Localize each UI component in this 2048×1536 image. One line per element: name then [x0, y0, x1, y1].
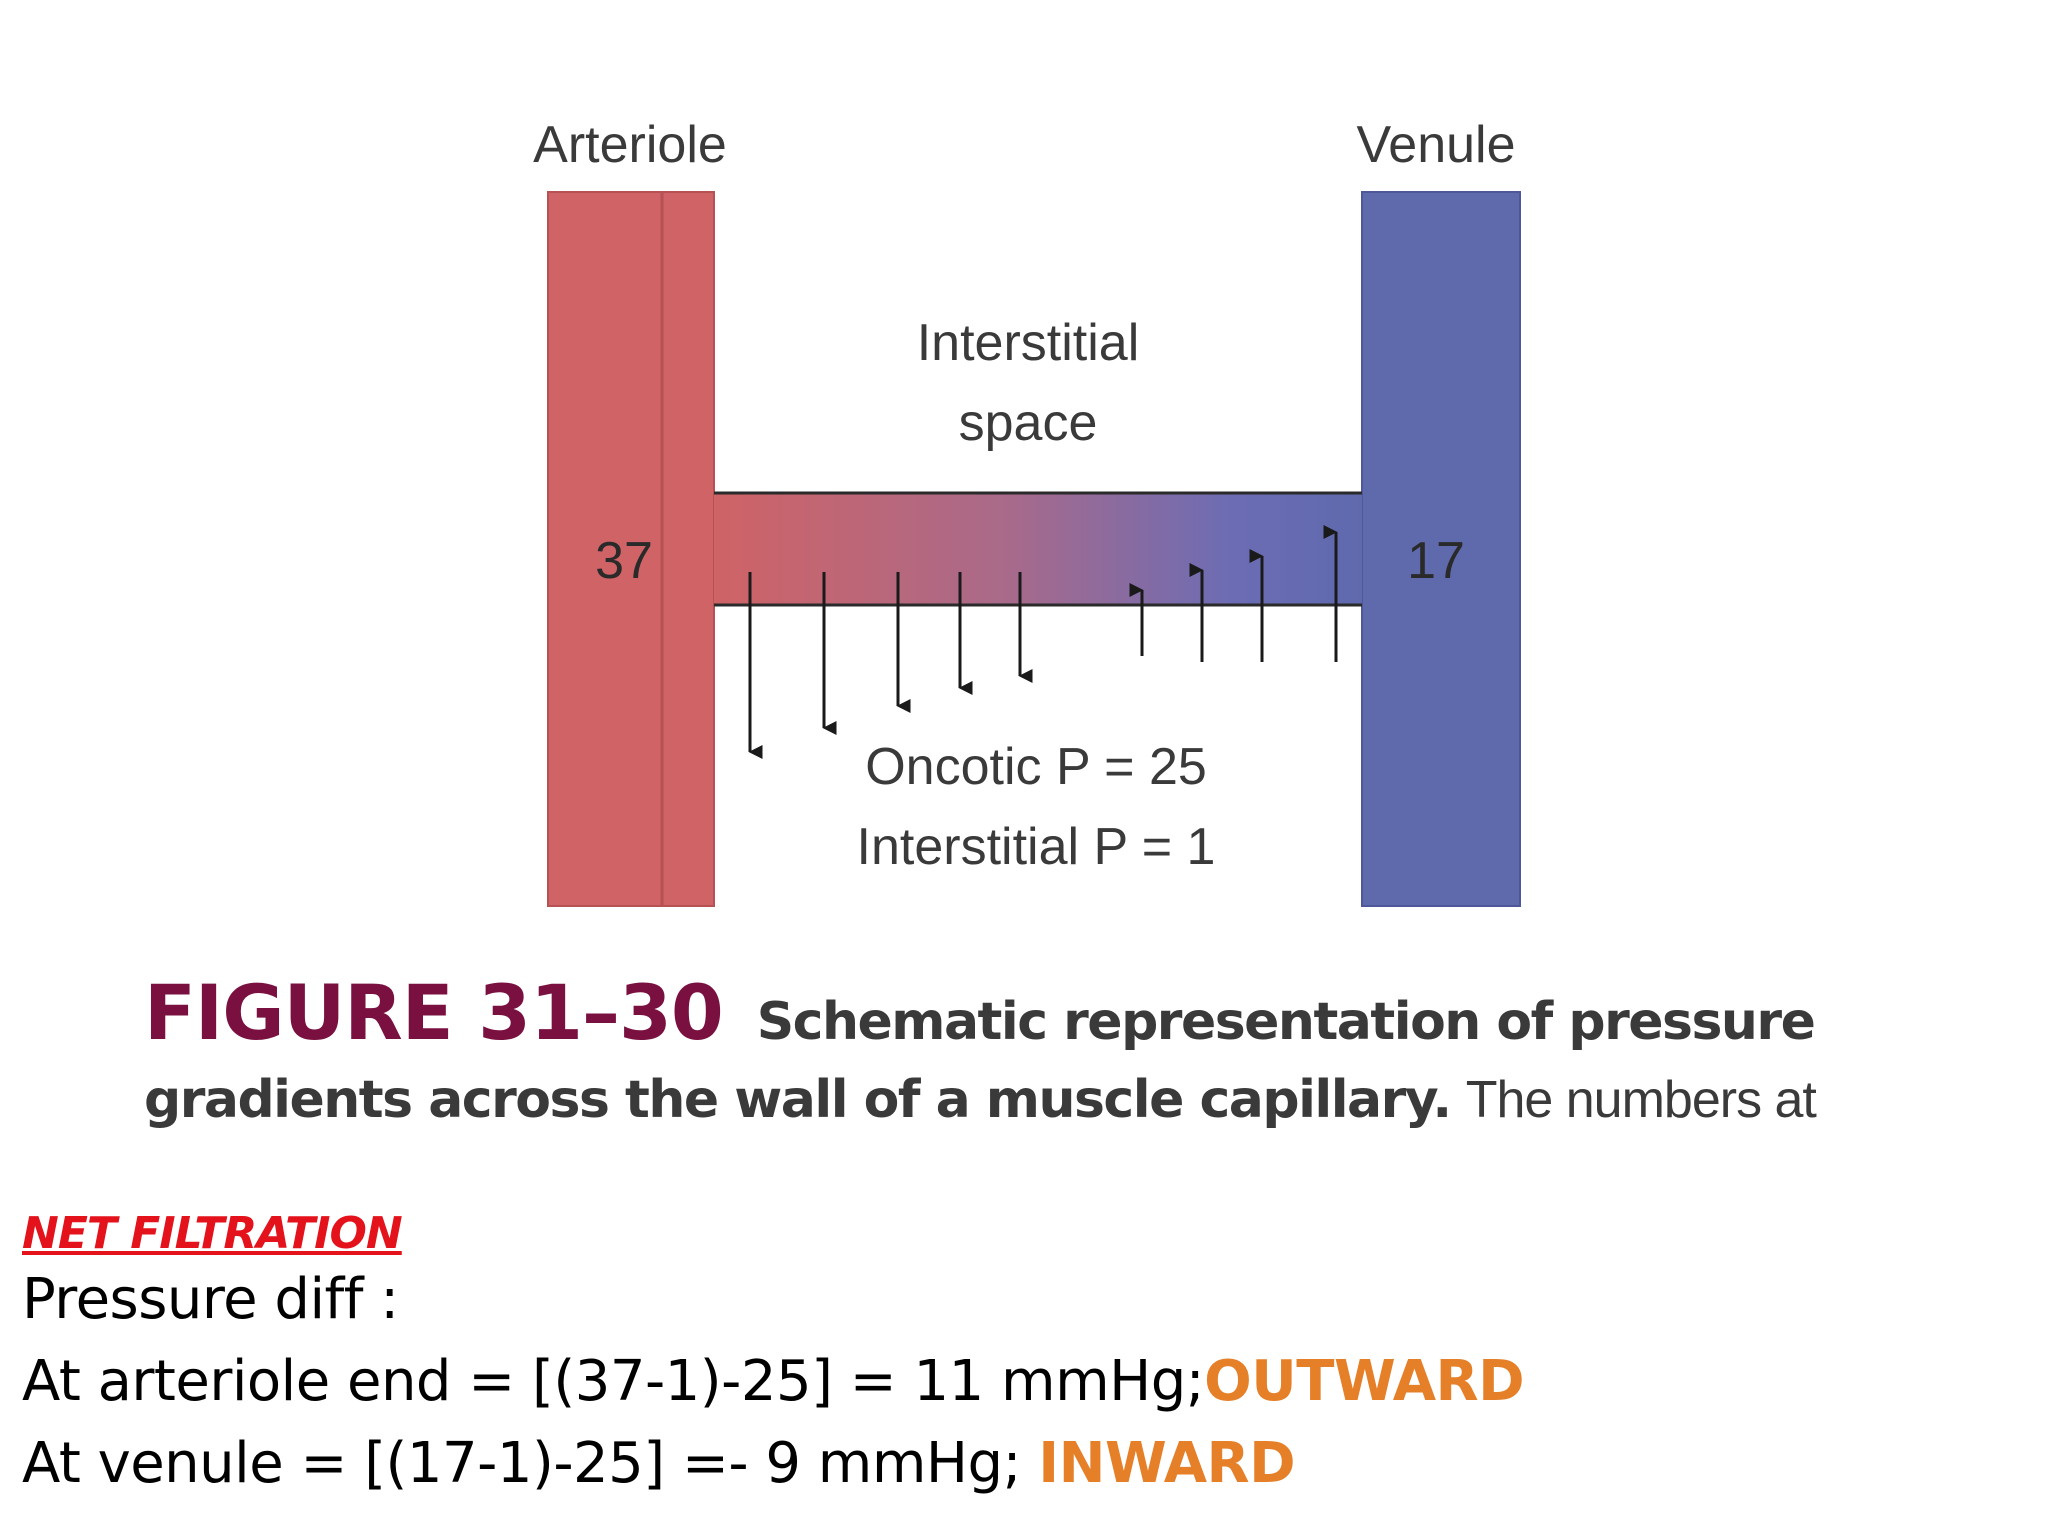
- venule-equation: At venule = [(17-1)-25] =- 9 mmHg; INWAR…: [22, 1423, 1524, 1505]
- figure-title: Schematic representation of pressure: [756, 992, 1816, 1052]
- figure-caption-line2: gradients across the wall of a muscle ca…: [144, 1070, 1817, 1130]
- interstitial-space-label-line1: Interstitial: [917, 314, 1140, 372]
- figure-caption-trailing: The numbers at: [1465, 1071, 1817, 1129]
- arteriole-end-equation: At arteriole end = [(37-1)-25] = 11 mmHg…: [22, 1341, 1525, 1423]
- figure-caption-line1: FIGURE 31–30 Schematic representation of …: [144, 968, 1816, 1057]
- net-filtration-notes: NET FILTRATION Pressure diff : At arteri…: [22, 1208, 1525, 1505]
- capillary-tube: [714, 493, 1362, 605]
- outward-direction: OUTWARD: [1204, 1349, 1525, 1414]
- venule-label: Venule: [1356, 116, 1515, 174]
- figure-title-continued: gradients across the wall of a muscle ca…: [144, 1070, 1452, 1130]
- inward-direction: INWARD: [1038, 1431, 1296, 1496]
- venule-equation-text: At venule = [(17-1)-25] =- 9 mmHg;: [22, 1431, 1039, 1496]
- venule-pressure-value: 17: [1407, 532, 1465, 590]
- arteriole-label: Arteriole: [533, 116, 727, 174]
- interstitial-space-label-line2: space: [959, 394, 1098, 452]
- arteriole-vessel: [547, 191, 715, 907]
- arteriole-equation-text: At arteriole end = [(37-1)-25] = 11 mmHg…: [22, 1349, 1205, 1414]
- oncotic-pressure-label: Oncotic P = 25: [865, 738, 1207, 796]
- pressure-diff-label: Pressure diff :: [22, 1267, 399, 1332]
- interstitial-pressure-label: Interstitial P = 1: [857, 818, 1216, 876]
- arteriole-pressure-value: 37: [595, 532, 653, 590]
- figure-label: FIGURE 31–30: [144, 968, 724, 1057]
- net-filtration-heading: NET FILTRATION: [22, 1208, 403, 1259]
- venule-vessel: [1361, 191, 1521, 907]
